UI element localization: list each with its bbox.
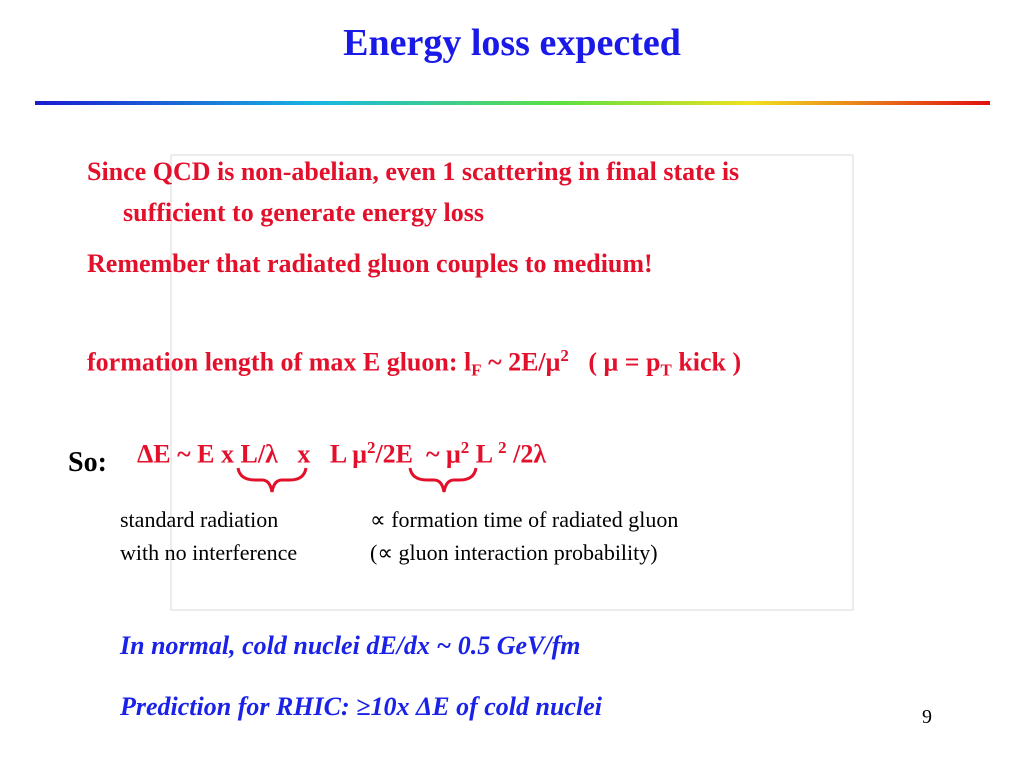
superscript: 2 [367, 438, 376, 457]
title-rule [35, 101, 990, 105]
text: ~ 2E/μ [481, 347, 561, 377]
bullet: sufficient to generate energy loss [123, 198, 485, 227]
equation: ΔE ~ E x L/λ x L μ2/2E ~ μ2 L 2 /2λ [137, 438, 547, 469]
superscript: 2 [460, 438, 470, 457]
text: ( μ = p [568, 347, 661, 377]
frame [170, 154, 854, 611]
formation: formation length of max E gluon: lF ~ 2E… [87, 346, 742, 380]
subscript: F [471, 360, 482, 380]
conclusion: In normal, cold nuclei dE/dx ~ 0.5 GeV/f… [120, 631, 581, 660]
subscript: T [660, 360, 672, 380]
conclusion: Prediction for RHIC: ≥10x ΔE of cold nuc… [120, 692, 602, 721]
so-label: So: [68, 447, 107, 478]
note: with no interference [120, 540, 298, 565]
note: standard radiation [120, 507, 279, 532]
text: /2E ~ μ [375, 439, 461, 469]
text: L [469, 439, 499, 469]
brace [236, 467, 308, 493]
superscript: 2 [498, 438, 507, 457]
note: (∝ gluon interaction probability) [370, 540, 658, 565]
text: formation length of max E gluon: l [87, 347, 472, 377]
bullet: Remember that radiated gluon couples to … [87, 249, 653, 278]
page-number: 9 [922, 706, 932, 728]
superscript: 2 [560, 346, 569, 365]
title: Energy loss expected [343, 22, 681, 64]
bullet: Since QCD is non-abelian, even 1 scatter… [87, 157, 740, 186]
text: kick ) [671, 347, 742, 377]
text: ΔE ~ E x L/λ x L μ [137, 439, 367, 469]
note: ∝ formation time of radiated gluon [370, 507, 679, 532]
text: /2λ [506, 439, 547, 469]
brace [408, 467, 478, 493]
